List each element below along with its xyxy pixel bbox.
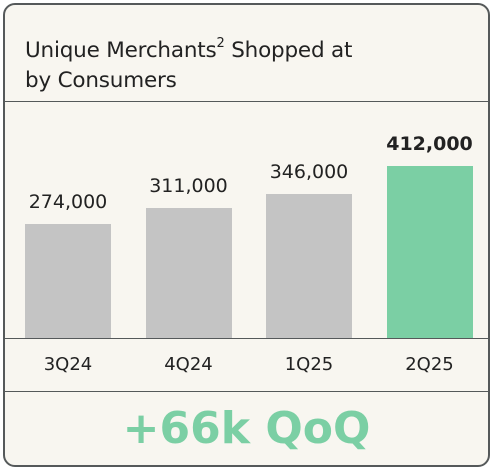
chart-title: Unique Merchants2 Shopped at by Consumer… [25,36,353,94]
title-divider [5,101,488,102]
qoq-annotation: +66k QoQ [122,403,371,454]
bar-2q25 [386,166,473,338]
bar-chart: 274,000 3Q24 311,000 4Q24 346,000 1Q25 412,000… [5,5,488,465]
tick-label-1q25: 1Q25 [284,354,334,375]
tick-label-2q25: 2Q25 [405,354,454,375]
bar-4q24 [145,208,232,338]
bar-1q25 [266,193,352,338]
baseline-divider [5,338,488,339]
chart-card: Unique Merchants2 Shopped at by Consumer… [3,3,490,467]
tick-label-4q24: 4Q24 [164,354,213,375]
value-label-3q24: 274,000 [28,190,108,213]
bar-3q24 [25,223,111,338]
value-label-1q25: 346,000 [269,160,349,183]
value-label-4q24: 311,000 [149,175,228,198]
annotation-divider [5,391,488,392]
tick-label-3q24: 3Q24 [43,354,93,375]
value-label-2q25: 412,000 [386,133,473,155]
